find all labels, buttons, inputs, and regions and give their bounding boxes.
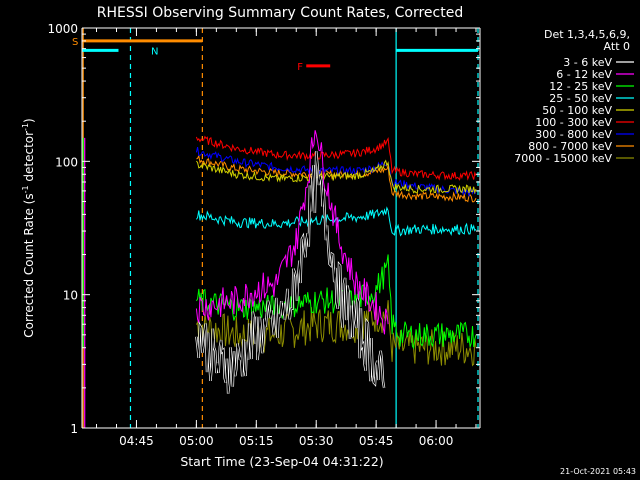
series-line-25-50- xyxy=(195,206,477,237)
y-tick-label-3: 1000 xyxy=(47,22,78,36)
legend-label-8: 7000 - 15000 keV xyxy=(514,152,612,165)
x-tick-label-1: 05:00 xyxy=(179,434,214,448)
x-axis: 04:45 05:00 05:15 05:30 05:45 06:00 xyxy=(82,27,480,448)
annotation-label-3: F xyxy=(297,62,303,73)
y-tick-label-1: 10 xyxy=(63,289,78,303)
x-tick-label-5: 06:00 xyxy=(419,434,454,448)
series-line-50-100- xyxy=(196,159,477,195)
x-tick-label-3: 05:30 xyxy=(299,434,334,448)
y-tick-label-2: 100 xyxy=(55,155,78,169)
legend-label-3: 25 - 50 keV xyxy=(549,92,612,105)
legend-label-5: 100 - 300 keV xyxy=(535,116,612,129)
y-axis: 1 10 100 1000 xyxy=(47,22,481,436)
series-line-300-800- xyxy=(195,146,477,198)
series-line-3-6- xyxy=(195,151,385,394)
series-line-7000-15000- xyxy=(195,300,477,367)
legend-label-7: 800 - 7000 keV xyxy=(528,140,612,153)
legend-header-line1: Det 1,3,4,5,6,9, xyxy=(544,28,630,41)
series-line-6-12- xyxy=(195,130,389,335)
chart-title: RHESSI Observing Summary Count Rates, Co… xyxy=(97,5,463,21)
x-axis-label: Start Time (23-Sep-04 04:31:22) xyxy=(180,454,383,469)
annotation-label-0: S xyxy=(72,37,78,48)
footer-timestamp: 21-Oct-2021 05:43 xyxy=(560,467,636,476)
plot-area: SNNF xyxy=(72,28,479,428)
x-tick-label-0: 04:45 xyxy=(119,434,154,448)
y-tick-label-0: 1 xyxy=(70,422,78,436)
y-axis-label: Corrected Count Rate (s-1 detector-1) xyxy=(21,118,36,337)
legend-label-4: 50 - 100 keV xyxy=(542,104,612,117)
x-tick-label-2: 05:15 xyxy=(239,434,274,448)
annotation-label-1: N xyxy=(151,46,158,57)
legend-label-6: 300 - 800 keV xyxy=(535,128,612,141)
x-tick-label-4: 05:45 xyxy=(359,434,394,448)
legend-label-1: 6 - 12 keV xyxy=(556,68,612,81)
legend-header-line2: Att 0 xyxy=(604,40,630,53)
legend-label-0: 3 - 6 keV xyxy=(563,56,612,69)
legend-label-2: 12 - 25 keV xyxy=(549,80,612,93)
series-line-100-300- xyxy=(195,135,477,181)
